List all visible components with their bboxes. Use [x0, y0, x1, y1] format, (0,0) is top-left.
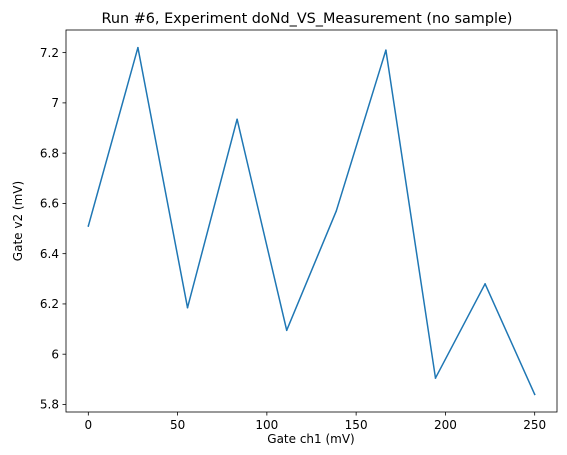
- x-tick-label: 0: [84, 418, 92, 432]
- data-point: [533, 393, 536, 396]
- y-axis-label: Gate v2 (mV): [11, 181, 25, 261]
- series-line: [87, 46, 536, 396]
- x-tick-label: 50: [170, 418, 185, 432]
- data-point: [335, 210, 338, 212]
- series-layer: [87, 46, 536, 396]
- y-tick-label: 6.2: [40, 297, 59, 311]
- y-tick-label: 6.4: [40, 247, 59, 261]
- data-point: [484, 283, 486, 285]
- x-axis: 0 50 100 150 200 250: [84, 412, 546, 432]
- data-point: [87, 225, 90, 227]
- plot-frame: [65, 29, 558, 413]
- y-tick-label: 6.6: [40, 197, 59, 211]
- y-tick-label: 7.2: [40, 46, 59, 60]
- y-tick-label: 5.8: [40, 398, 59, 412]
- data-point: [285, 329, 288, 332]
- data-point: [434, 377, 437, 379]
- y-tick-label: 6.8: [40, 146, 59, 160]
- chart-title: Run #6, Experiment doNd_VS_Measurement (…: [102, 11, 513, 27]
- y-tick-label: 7: [51, 96, 59, 110]
- data-point: [385, 49, 387, 51]
- data-point: [236, 118, 238, 120]
- y-tick-label: 6: [51, 347, 59, 361]
- plot-area: [65, 29, 558, 413]
- x-tick-label: 100: [255, 418, 278, 432]
- x-tick-label: 200: [434, 418, 457, 432]
- data-point: [137, 46, 139, 49]
- x-tick-label: 150: [345, 418, 368, 432]
- x-tick-label: 250: [523, 418, 546, 432]
- x-axis-label: Gate ch1 (mV): [267, 432, 354, 446]
- y-axis: 5.8 6 6.2 6.4 6.6 6.8 7 7.2: [40, 46, 66, 412]
- data-point: [186, 306, 189, 309]
